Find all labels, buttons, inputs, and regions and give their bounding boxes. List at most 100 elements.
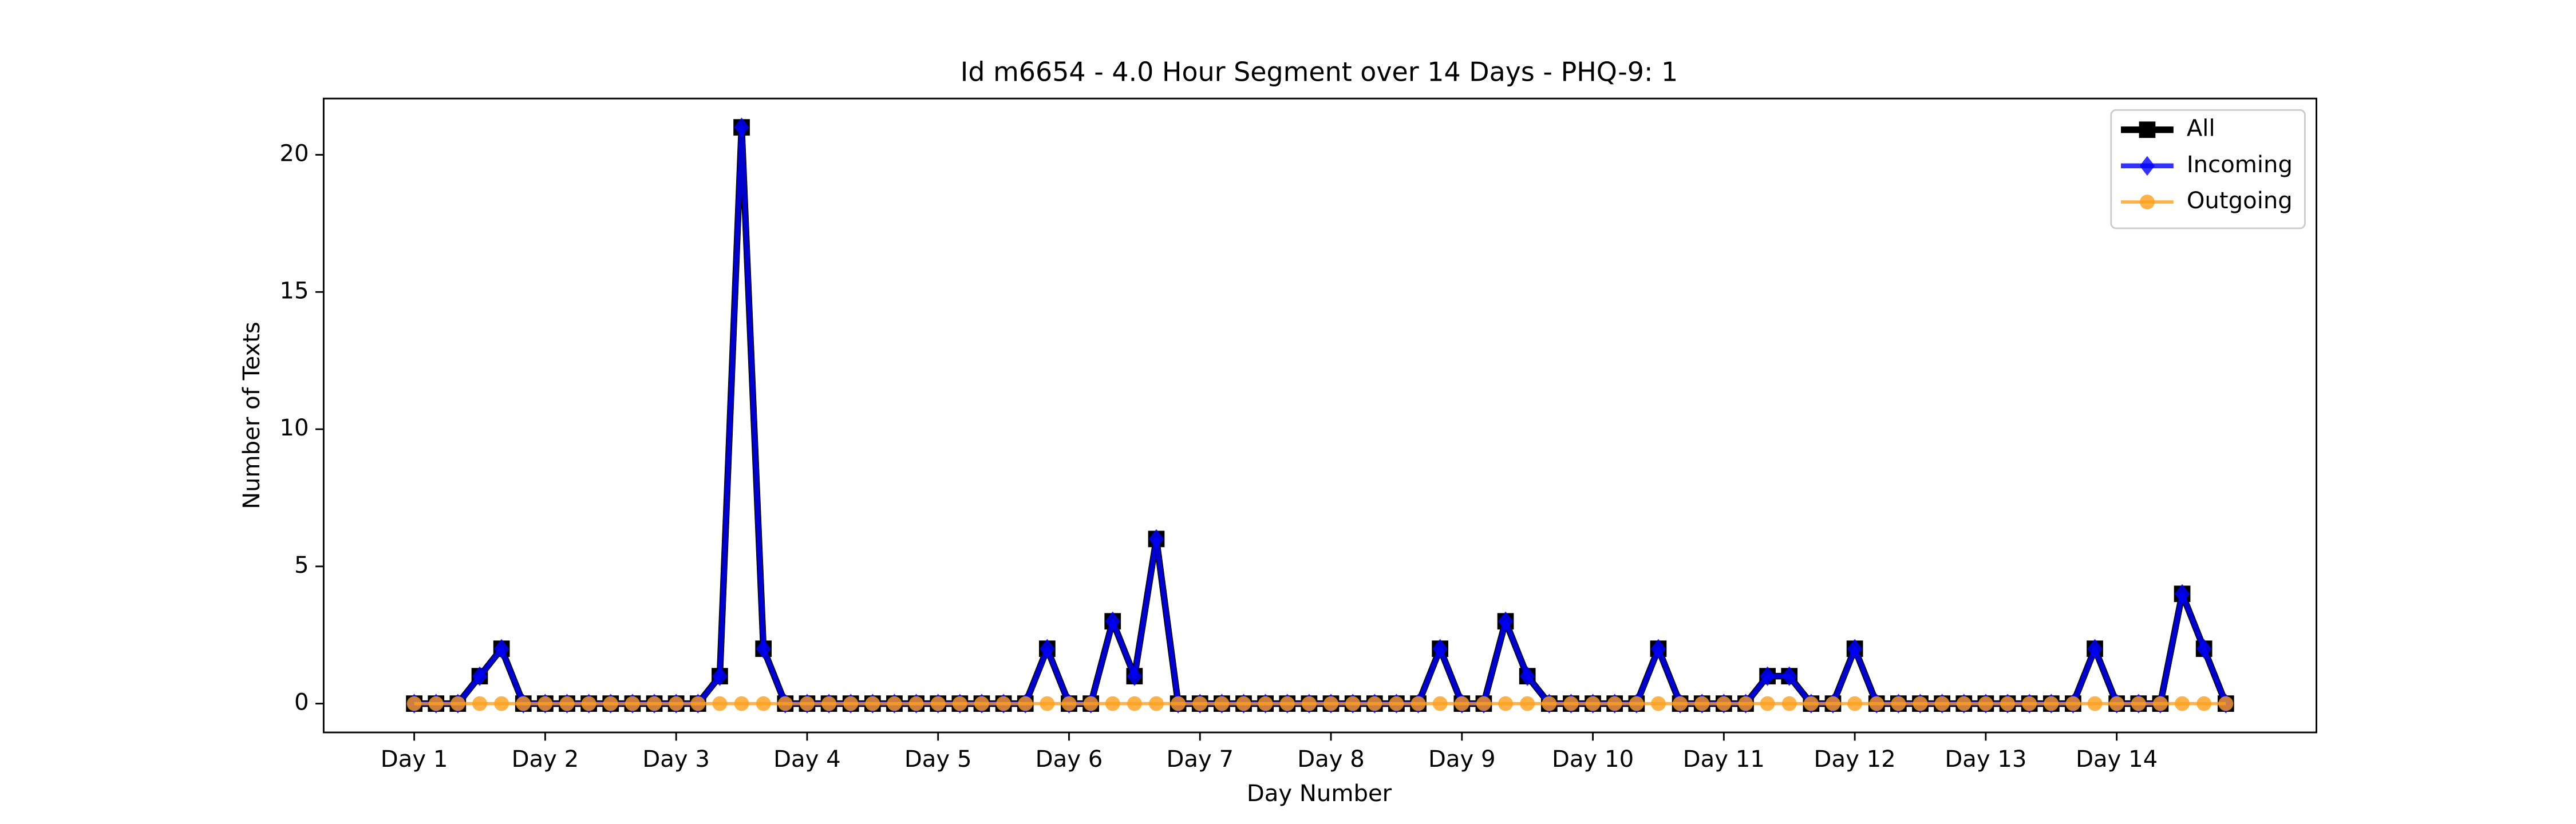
axes-frame <box>322 97 2317 734</box>
marker <box>1083 696 1099 711</box>
marker <box>712 696 728 711</box>
marker <box>2174 584 2190 604</box>
series-line <box>414 125 2229 706</box>
marker <box>1127 666 1143 686</box>
marker <box>1519 666 1535 686</box>
marker <box>1585 696 1601 711</box>
marker <box>581 696 596 711</box>
x-tick-label: Day 6 <box>1036 746 1103 772</box>
marker <box>494 696 509 711</box>
marker <box>1781 666 1797 686</box>
marker <box>1236 696 1251 711</box>
marker <box>2175 696 2190 711</box>
marker <box>1803 696 1819 711</box>
x-tick-label: Day 10 <box>1552 746 1634 772</box>
marker <box>996 696 1012 711</box>
marker <box>1520 696 1535 711</box>
x-tick-label: Day 14 <box>2076 746 2158 772</box>
marker <box>1192 696 1208 711</box>
marker <box>1934 696 1950 711</box>
y-tick-label: 20 <box>279 141 309 167</box>
marker <box>1891 696 1906 711</box>
marker <box>1738 696 1753 711</box>
marker <box>908 696 924 711</box>
marker <box>712 666 728 686</box>
marker <box>1018 696 1033 711</box>
marker <box>843 696 859 711</box>
x-tick-label: Day 9 <box>1428 746 1496 772</box>
marker <box>1345 696 1361 711</box>
marker <box>1781 696 1797 711</box>
marker <box>1127 696 1142 711</box>
marker <box>777 696 793 711</box>
marker <box>800 696 815 711</box>
x-tick-label: Day 2 <box>512 746 579 772</box>
x-tick-label: Day 3 <box>642 746 710 772</box>
marker <box>756 696 771 711</box>
marker <box>2196 696 2212 711</box>
marker <box>865 696 880 711</box>
marker <box>1279 696 1295 711</box>
marker <box>1214 696 1230 711</box>
marker <box>1847 696 1863 711</box>
marker <box>2087 639 2103 659</box>
marker <box>2196 639 2212 659</box>
y-tick-label: 10 <box>279 415 309 441</box>
marker <box>2218 696 2234 711</box>
marker <box>406 696 422 711</box>
marker <box>1476 696 1491 711</box>
marker <box>1149 696 1164 711</box>
marker <box>669 696 684 711</box>
marker <box>2109 696 2124 711</box>
marker <box>1760 696 1775 711</box>
y-tick-label: 5 <box>294 552 309 579</box>
marker <box>625 696 640 711</box>
marker <box>1651 696 1666 711</box>
marker <box>472 696 487 711</box>
marker <box>974 696 989 711</box>
marker <box>2087 696 2103 711</box>
chart-title: Id m6654 - 4.0 Hour Segment over 14 Days… <box>961 57 1678 88</box>
marker <box>1454 696 1469 711</box>
y-tick-label: 15 <box>279 278 309 304</box>
x-tick-label: Day 1 <box>381 746 448 772</box>
marker <box>2065 696 2081 711</box>
marker <box>1913 696 1928 711</box>
x-tick-label: Day 5 <box>904 746 972 772</box>
x-tick-label: Day 11 <box>1683 746 1765 772</box>
marker <box>1432 696 1448 711</box>
marker <box>1105 611 1120 631</box>
marker <box>2131 696 2146 711</box>
marker <box>1716 696 1732 711</box>
x-tick-label: Day 8 <box>1297 746 1365 772</box>
marker <box>887 696 902 711</box>
marker <box>1563 696 1579 711</box>
marker <box>647 696 662 711</box>
legend-label: All <box>2187 116 2215 142</box>
marker <box>1869 696 1884 711</box>
marker <box>734 696 749 711</box>
marker <box>1389 696 1404 711</box>
marker <box>450 696 465 711</box>
marker <box>1673 696 1688 711</box>
marker <box>1607 696 1622 711</box>
marker <box>1148 529 1164 549</box>
marker <box>1061 696 1077 711</box>
x-tick-label: Day 7 <box>1166 746 1234 772</box>
marker <box>1040 696 1055 711</box>
legend-label: Outgoing <box>2187 188 2293 214</box>
marker <box>1629 696 1644 711</box>
x-tick-label: Day 13 <box>1945 746 2026 772</box>
marker <box>690 696 706 711</box>
marker <box>1301 696 1317 711</box>
x-tick-label: Day 4 <box>773 746 841 772</box>
marker <box>538 696 553 711</box>
marker <box>930 696 946 711</box>
marker <box>2000 696 2015 711</box>
marker <box>2153 696 2168 711</box>
marker <box>1978 696 1993 711</box>
marker <box>1498 611 1514 631</box>
marker <box>2022 696 2037 711</box>
